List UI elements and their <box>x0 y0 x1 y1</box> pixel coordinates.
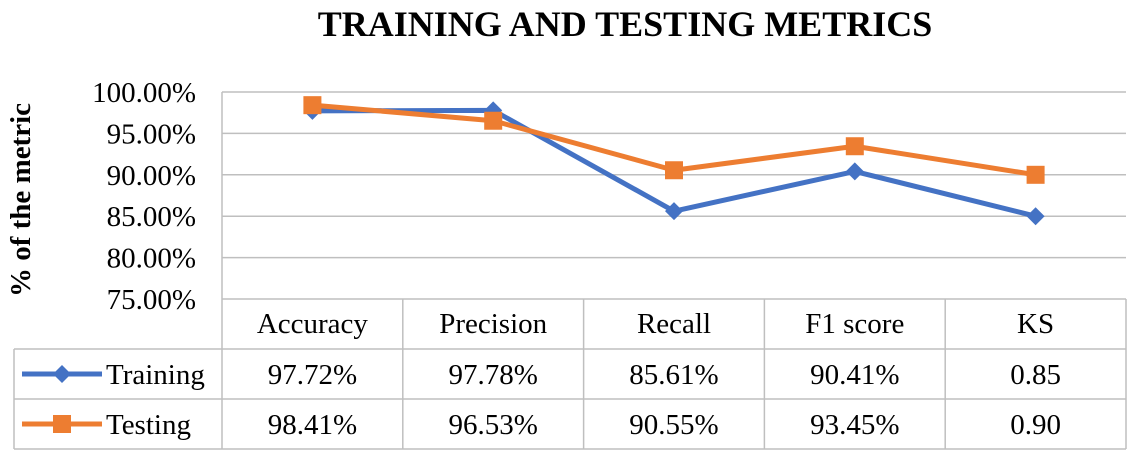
data-point-testing <box>303 96 322 115</box>
y-tick-label: 95.00% <box>107 118 196 150</box>
table-value: 97.78% <box>448 359 537 391</box>
gridlines <box>222 91 1126 300</box>
x-category-label: Precision <box>439 308 547 340</box>
y-tick-label: 90.00% <box>107 160 196 192</box>
legend-label-training: Training <box>106 359 205 391</box>
y-tick-label: 100.00% <box>92 77 196 109</box>
data-point-testing <box>484 111 503 130</box>
table-value: 96.53% <box>448 409 537 441</box>
y-axis-label: % of the metric <box>5 103 37 297</box>
legend-label-testing: Testing <box>106 409 191 441</box>
data-point-testing <box>665 161 683 180</box>
table-value: 0.90 <box>1010 409 1061 441</box>
data-point-testing <box>1026 165 1045 184</box>
x-category-label: KS <box>1017 308 1054 340</box>
table-value: 90.55% <box>629 409 718 441</box>
data-table: Accuracy Precision Recall F1 score KS Trainin… <box>13 92 1127 450</box>
x-category-label: F1 score <box>805 308 904 340</box>
table-value: 93.45% <box>810 409 899 441</box>
table-value: 90.41% <box>810 359 899 391</box>
data-point-training <box>1026 207 1045 226</box>
y-tick-label: 85.00% <box>107 201 196 233</box>
legend-marker-training <box>53 365 71 383</box>
data-point-training <box>665 202 683 221</box>
x-category-label: Recall <box>637 308 711 340</box>
y-axis-ticks: 100.00% 95.00% 90.00% 85.00% 80.00% 75.00% <box>92 77 196 316</box>
data-point-testing <box>845 137 864 156</box>
table-value: 98.41% <box>268 409 357 441</box>
legend-marker-testing <box>53 415 71 433</box>
x-category-label: Accuracy <box>257 308 369 340</box>
y-tick-label: 80.00% <box>107 243 196 275</box>
y-tick-label: 75.00% <box>107 284 196 316</box>
series-lines <box>303 96 1045 226</box>
data-point-training <box>845 162 864 181</box>
table-value: 85.61% <box>629 359 718 391</box>
chart-title: TRAINING AND TESTING METRICS <box>318 4 932 44</box>
table-value: 0.85 <box>1010 359 1061 391</box>
table-value: 97.72% <box>268 359 357 391</box>
